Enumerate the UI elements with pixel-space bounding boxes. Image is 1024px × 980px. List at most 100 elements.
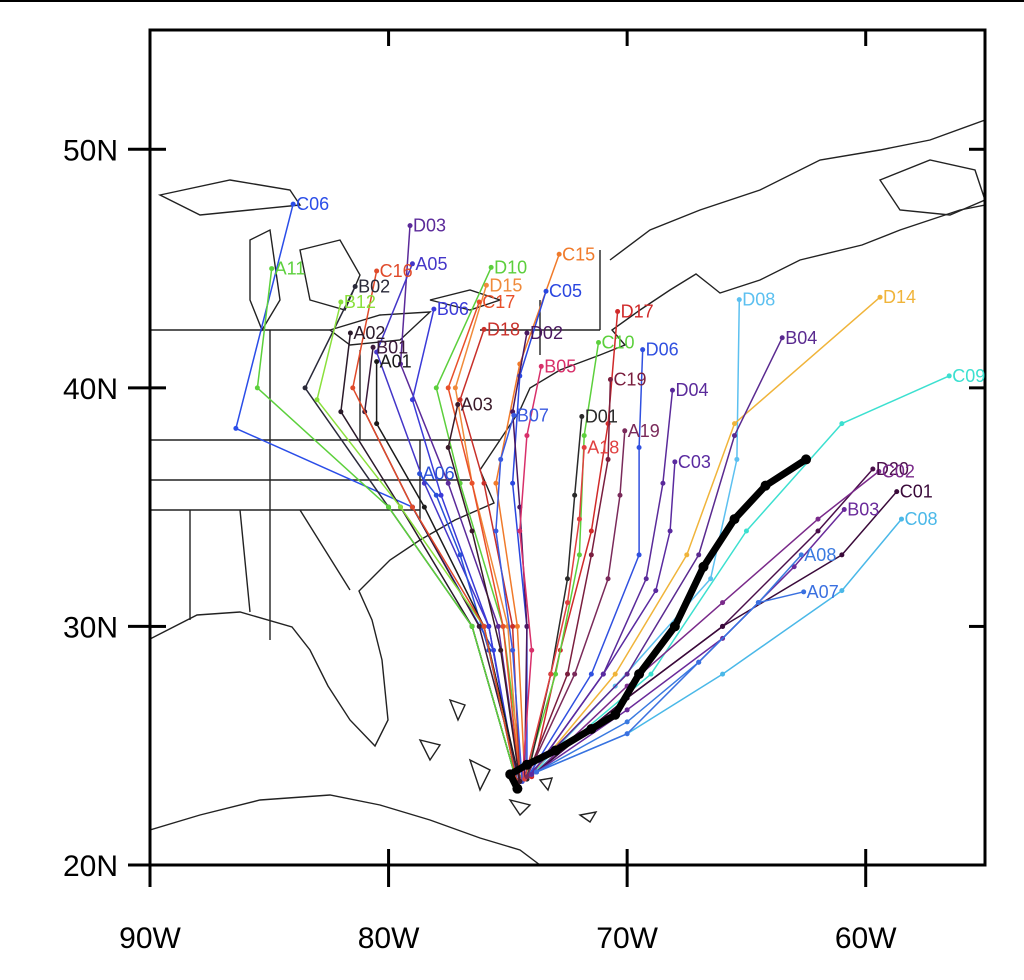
track-label: D14 (883, 287, 916, 307)
track-label: D10 (494, 257, 527, 277)
track-label: A05 (415, 254, 447, 274)
ensemble-track-point (386, 504, 392, 510)
track-label: C08 (905, 509, 938, 529)
ensemble-track-point (588, 552, 594, 558)
ensemble-track-point (605, 456, 611, 462)
ensemble-track-point (533, 769, 539, 775)
ensemble-track-point (302, 385, 308, 391)
ensemble-track-point (374, 268, 380, 274)
y-tick-label: 40N (63, 373, 118, 406)
cuba (150, 794, 541, 865)
track-label: C05 (549, 281, 582, 301)
ensemble-track-point (839, 421, 845, 427)
ensemble-track-point (476, 623, 482, 629)
ensemble-track-point (708, 576, 714, 582)
ensemble-track-point (605, 576, 611, 582)
track-label: C19 (613, 370, 646, 390)
track-label: D08 (742, 290, 775, 310)
ensemble-track-point (481, 623, 487, 629)
ensemble-track-point (417, 471, 423, 477)
ensemble-track-point (643, 576, 649, 582)
ensemble-track-point (543, 288, 549, 294)
ensemble-track-point (500, 623, 506, 629)
ensemble-track-point (899, 516, 904, 522)
ensemble-track-point (607, 377, 613, 383)
ensemble-track-point (946, 373, 952, 379)
ensemble-track-point (452, 385, 458, 391)
observed-track-point (729, 514, 740, 525)
ensemble-track-point (510, 647, 516, 653)
track-label: A03 (461, 395, 493, 415)
ensemble-track-point (798, 552, 804, 558)
ensemble-track-point (743, 528, 749, 534)
ensemble-track-point (409, 504, 415, 510)
ensemble-track-point (338, 409, 344, 415)
track-label: C09 (952, 366, 985, 386)
ensemble-track-point (672, 459, 678, 465)
x-tick-label: 60W (835, 922, 897, 955)
observed-track-point (512, 783, 523, 794)
newfoundland (878, 159, 985, 216)
ensemble-track-point (445, 480, 451, 486)
state-lines (150, 250, 601, 640)
ensemble-track-point (870, 466, 876, 472)
ensemble-track-point (581, 433, 587, 439)
ensemble-track-point (431, 306, 437, 312)
ensemble-track-point (556, 251, 562, 257)
track-label: D06 (646, 340, 679, 360)
ensemble-track-point (565, 576, 570, 582)
ensemble-track-point (493, 480, 499, 486)
track-label: C06 (296, 194, 329, 214)
y-tick-label: 30N (63, 611, 118, 644)
ensemble-track-point (624, 719, 630, 725)
track-label: B04 (785, 328, 817, 348)
ensemble-track-point (572, 492, 578, 498)
ensemble-track-point (314, 397, 320, 403)
ensemble-track-point (696, 659, 702, 665)
ensemble-track-point (517, 779, 523, 784)
ensemble-track-point (433, 492, 439, 498)
track-label: C02 (882, 461, 915, 481)
ensemble-track-point (409, 261, 415, 267)
ensemble-track-point (524, 433, 530, 439)
ensemble-track-point (615, 309, 621, 315)
ensemble-track-point (877, 294, 883, 300)
ensemble-track-point (352, 283, 358, 289)
track-label: A08 (804, 545, 836, 565)
ensemble-track-point (457, 552, 463, 558)
ensemble-track-point (684, 552, 690, 558)
ensemble-track-point (579, 413, 585, 419)
ensemble-track-point (612, 671, 618, 677)
ensemble-track-point (493, 528, 499, 534)
plot-frame (148, 28, 987, 867)
ensemble-track-point (374, 421, 380, 427)
ensemble-track-point (374, 349, 380, 355)
ensemble-track-point (669, 387, 675, 393)
ensemble-track-point (524, 774, 530, 780)
x-tick-label: 80W (358, 922, 420, 955)
ensemble-track-point (588, 671, 594, 677)
observed-track-point (669, 621, 680, 632)
ensemble-track-point (433, 385, 439, 391)
ensemble-track-point (636, 445, 642, 450)
ensemble-track-point (457, 397, 463, 403)
ensemble-track-point (622, 428, 628, 434)
observed-track-point (698, 561, 709, 572)
observed-track-point (521, 759, 532, 770)
ensemble-track-point (720, 671, 726, 677)
y-tick-label: 20N (63, 850, 118, 883)
ensemble-track-point (660, 480, 666, 486)
ensemble-track-point (648, 671, 654, 677)
track-label: A01 (380, 352, 412, 372)
track-label: D18 (487, 319, 520, 339)
track-label: A19 (628, 421, 660, 441)
ensemble-track-point (732, 421, 737, 427)
ensemble-track-point (624, 707, 630, 713)
ensemble-track-point (338, 299, 344, 305)
ensemble-track-point (581, 445, 587, 450)
ensemble-track-point (524, 623, 530, 629)
ensemble-track-point (481, 480, 487, 486)
observed-track-point (801, 454, 812, 465)
